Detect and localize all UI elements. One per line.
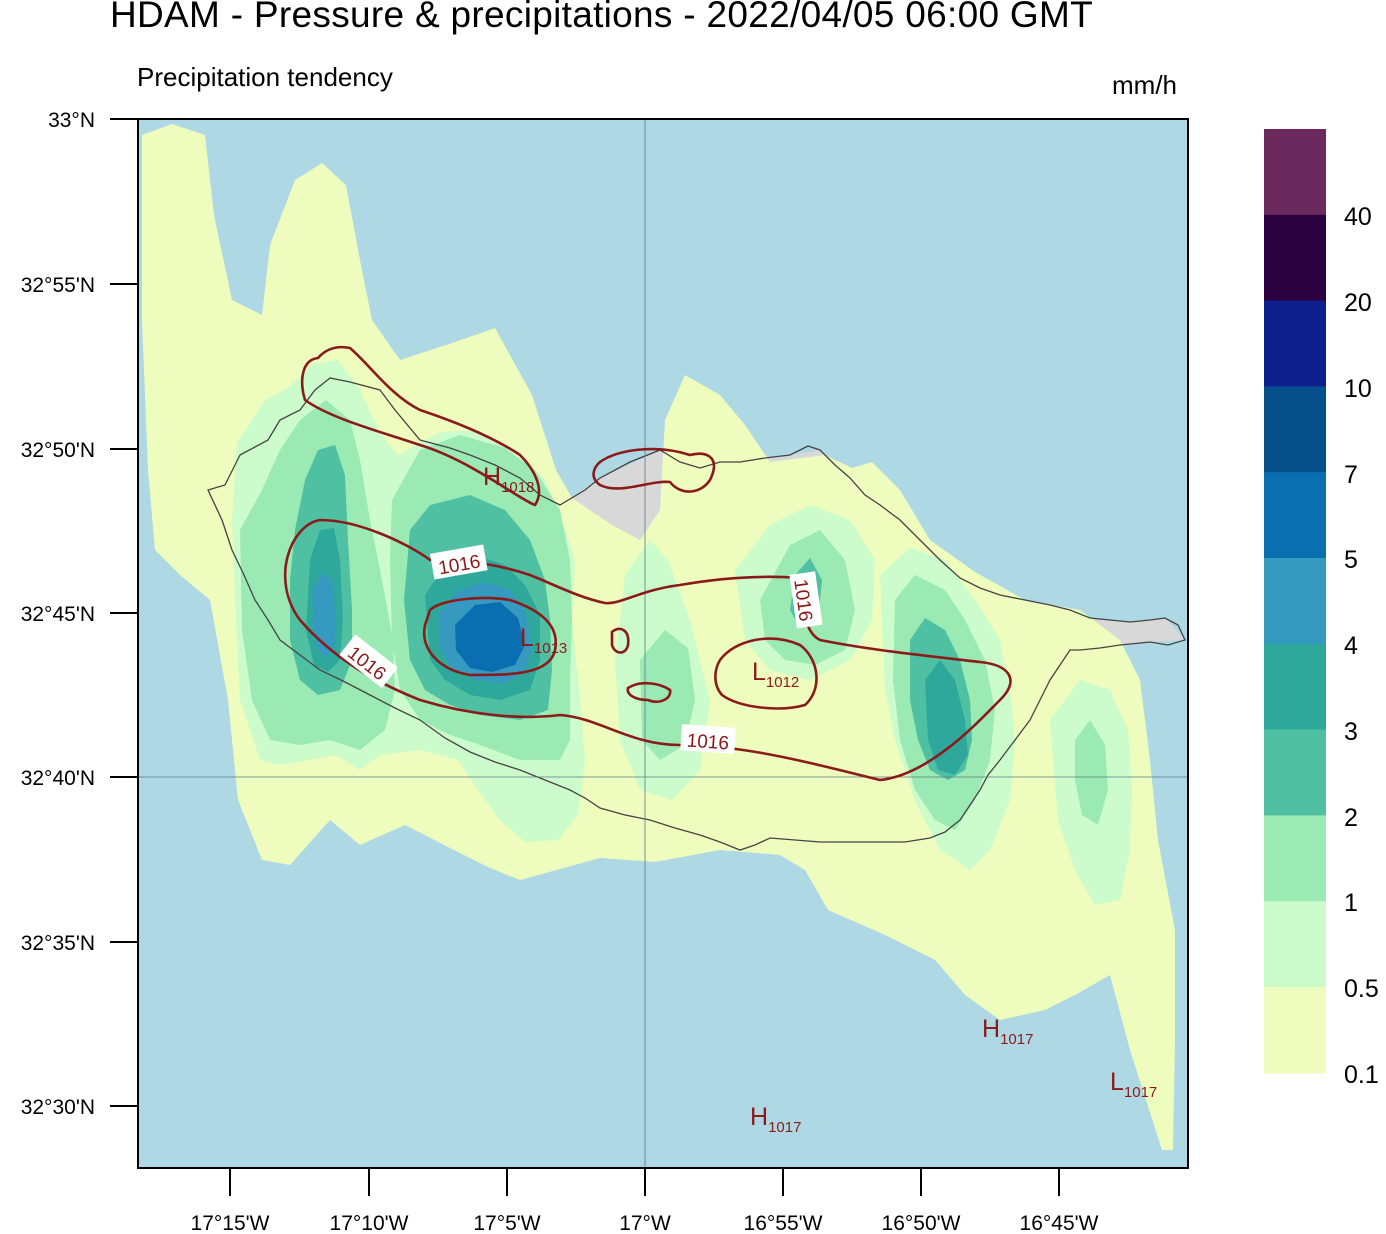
isobars: [283, 345, 1012, 782]
map-title: HDAM - Pressure & precipitations - 2022/…: [110, 0, 1094, 35]
legend-swatch: [1264, 386, 1326, 473]
lon-tick-label: 16°45'W: [1020, 1212, 1099, 1234]
legend-label: 5: [1344, 546, 1358, 574]
lon-tick-label: 16°50'W: [882, 1212, 961, 1234]
lon-tick-labels: 17°15'W 17°10'W 17°5'W 17°W 16°55'W 16°5…: [191, 1212, 1099, 1234]
lon-tick-label: 17°W: [619, 1212, 671, 1234]
lon-tick-label: 17°5'W: [473, 1212, 540, 1234]
lat-tick-label: 33°N: [48, 109, 95, 132]
map-frame: [137, 118, 1189, 1169]
pressure-center: L1012: [752, 658, 799, 691]
lat-tick-label: 32°45'N: [21, 603, 95, 626]
legend-swatch: [1264, 129, 1326, 216]
lat-axis: [110, 118, 138, 1107]
color-legend: [1264, 129, 1326, 1074]
legend-label: 2: [1344, 804, 1358, 832]
legend-swatch: [1264, 987, 1326, 1074]
legend-swatch: [1264, 214, 1326, 302]
legend-swatch: [1264, 472, 1326, 559]
pressure-center: H1017: [750, 1103, 801, 1136]
lat-tick-label: 32°35'N: [21, 932, 95, 955]
units-label: mm/h: [1112, 70, 1177, 100]
lon-tick-label: 17°10'W: [330, 1212, 409, 1234]
pressure-center: H1018: [483, 463, 534, 496]
legend-swatch: [1264, 643, 1326, 731]
legend-label: 10: [1344, 375, 1372, 403]
legend-swatch: [1264, 300, 1326, 387]
lat-tick-label: 32°40'N: [21, 767, 95, 790]
legend-label: 0.5: [1344, 975, 1379, 1003]
isobar-label: 1016: [686, 731, 730, 755]
lat-tick-label: 32°30'N: [21, 1096, 95, 1119]
legend-label: 40: [1344, 203, 1372, 231]
legend-label: 0.1: [1344, 1061, 1379, 1089]
legend-label: 7: [1344, 461, 1358, 489]
lon-tick-label: 17°15'W: [191, 1212, 270, 1234]
pressure-center: H1017: [982, 1015, 1033, 1048]
legend-swatch: [1264, 901, 1326, 988]
pressure-center: L1013: [520, 624, 567, 657]
pressure-center: L1017: [1110, 1068, 1157, 1101]
map-area: 1016 1016 1016 1016 H1018 L1013 L1012 H1…: [138, 119, 1188, 1168]
legend-label: 3: [1344, 718, 1358, 746]
lat-tick-labels: 33°N 32°55'N 32°50'N 32°45'N 32°40'N 32°…: [21, 109, 95, 1119]
map-subtitle: Precipitation tendency: [137, 62, 393, 92]
legend-label: 20: [1344, 289, 1372, 317]
legend-label: 4: [1344, 632, 1358, 660]
lat-tick-label: 32°55'N: [21, 274, 95, 297]
pressure-centers: H1018 L1013 L1012 H1017 H1017 L1017: [483, 463, 1157, 1136]
lon-axis: [229, 1168, 1060, 1196]
legend-swatch: [1264, 558, 1326, 645]
legend-swatch: [1264, 729, 1326, 816]
legend-swatch: [1264, 815, 1326, 902]
lat-tick-label: 32°50'N: [21, 439, 95, 462]
legend-label: 1: [1344, 889, 1358, 917]
lon-tick-label: 16°55'W: [744, 1212, 823, 1234]
coastline: [207, 377, 1186, 851]
legend-labels: 40 20 10 7 5 4 3 2 1 0.5 0.1: [1344, 203, 1379, 1089]
isobar-labels: 1016 1016 1016 1016: [339, 544, 823, 755]
